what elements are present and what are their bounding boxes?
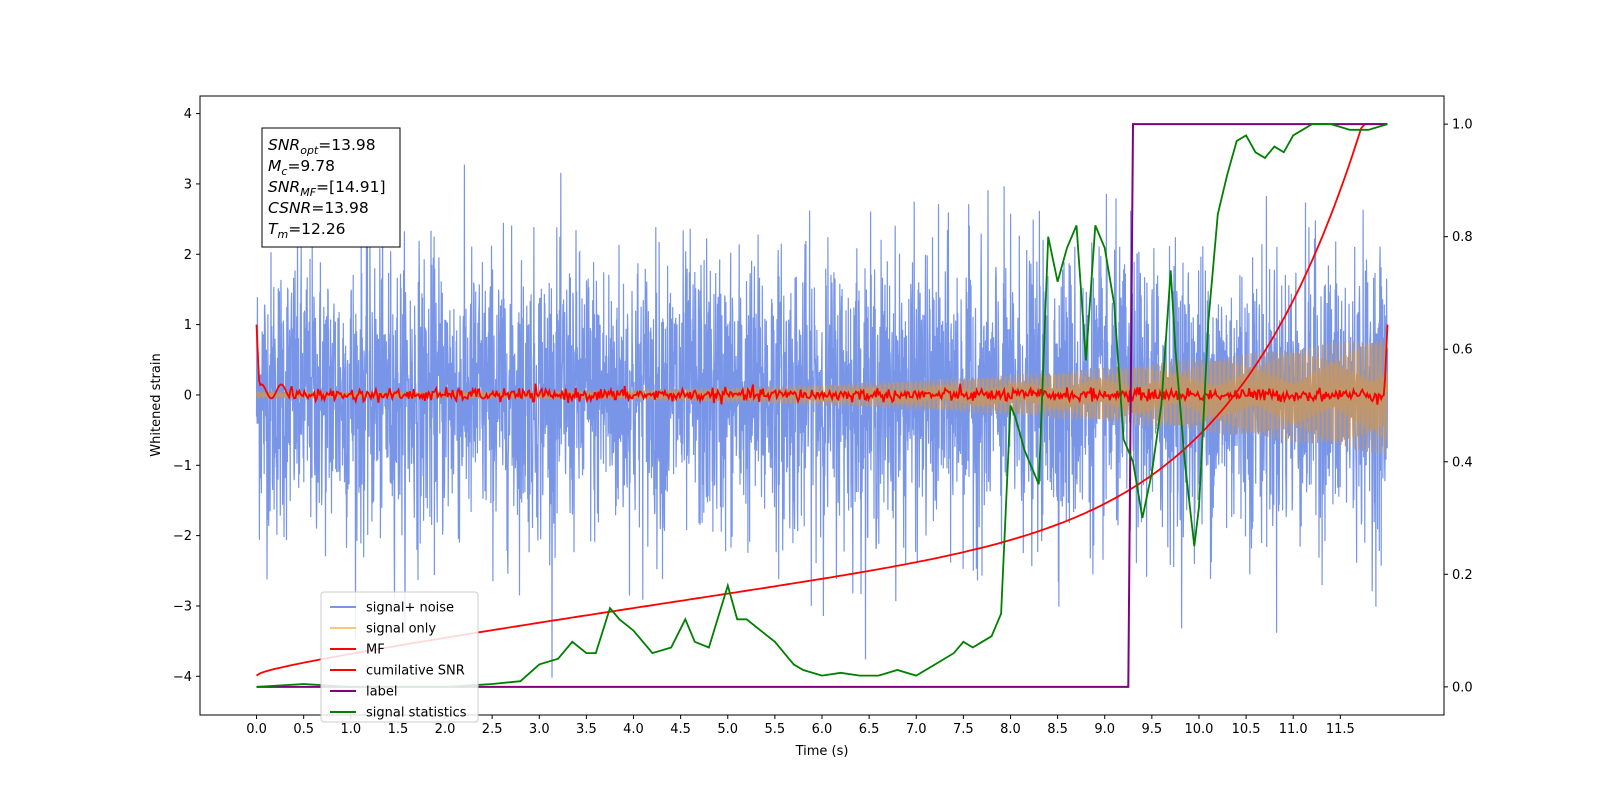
- y2-tick-label: 1.0: [1452, 118, 1473, 133]
- y-tick-label: 3: [184, 177, 192, 192]
- label-series: [256, 123, 1388, 688]
- y-tick-label: −1: [173, 459, 192, 474]
- annotation-line: CSNR=13.98: [268, 199, 369, 217]
- x-tick-label: 4.5: [670, 722, 691, 737]
- x-tick-label: 6.5: [859, 722, 880, 737]
- legend-label: signal+ noise: [366, 601, 454, 616]
- y-tick-label: 1: [184, 318, 192, 333]
- x-axis: 0.0 0.5 1.0 1.5 2.0 2.5 3.0 3.5 4.0 4.5 5.0 5.5 6.0 6…: [246, 715, 1355, 737]
- x-tick-label: 4.0: [623, 722, 644, 737]
- x-tick-label: 1.0: [340, 722, 361, 737]
- y2-tick-label: 0.6: [1452, 343, 1473, 358]
- x-tick-label: 10.5: [1232, 722, 1261, 737]
- legend-label: MF: [366, 643, 385, 658]
- x-tick-label: 5.0: [717, 722, 738, 737]
- x-tick-label: 0.5: [293, 722, 314, 737]
- x-tick-label: 1.5: [388, 722, 409, 737]
- y-tick-label: 4: [184, 107, 192, 122]
- y-tick-label: −3: [173, 599, 192, 614]
- x-tick-label: 8.5: [1047, 722, 1068, 737]
- x-tick-label: 11.5: [1326, 722, 1355, 737]
- legend: signal+ noise signal only MF cumilative SNR…: [320, 591, 479, 723]
- x-tick-label: 0.0: [246, 722, 267, 737]
- y-tick-label: −2: [173, 529, 192, 544]
- label-line: [256, 123, 1388, 688]
- y-axis-left: 4 3 2 1 0 −1 −2 −3 −4: [173, 107, 200, 685]
- y-tick-label: −4: [173, 670, 192, 685]
- signal-only-line: [255, 337, 1389, 454]
- legend-label: signal statistics: [366, 706, 467, 721]
- legend-label: signal only: [366, 622, 436, 637]
- annotation-line: SNRopt=13.98: [268, 136, 376, 157]
- annotation-line: Tm=12.26: [268, 220, 346, 241]
- annotation-line: Mc=9.78: [268, 157, 335, 178]
- x-tick-label: 3.0: [529, 722, 550, 737]
- legend-label: cumilative SNR: [366, 664, 465, 679]
- x-tick-label: 3.5: [576, 722, 597, 737]
- mf-series: [255, 324, 1389, 405]
- x-axis-label: Time (s): [795, 744, 849, 759]
- x-tick-label: 10.0: [1184, 722, 1213, 737]
- x-tick-label: 7.5: [953, 722, 974, 737]
- y-axis-label: Whitened strain: [149, 353, 164, 456]
- x-tick-label: 9.5: [1142, 722, 1163, 737]
- mf-line: [255, 324, 1389, 405]
- signal-statistics-series: [256, 123, 1388, 688]
- legend-label: label: [366, 685, 397, 700]
- y-tick-label: 2: [184, 248, 192, 263]
- y2-tick-label: 0.2: [1452, 568, 1473, 583]
- signal-statistics-line: [256, 123, 1388, 688]
- x-tick-label: 2.5: [482, 722, 503, 737]
- y-axis-right: 1.0 0.8 0.6 0.4 0.2 0.0: [1444, 118, 1473, 695]
- y-tick-label: 0: [184, 388, 192, 403]
- y2-tick-label: 0.8: [1452, 230, 1473, 245]
- annotation-line: SNRMF=[14.91]: [268, 178, 386, 199]
- x-tick-label: 5.5: [765, 722, 786, 737]
- y2-tick-label: 0.4: [1452, 455, 1473, 470]
- snr-annotation-box: SNRopt=13.98Mc=9.78SNRMF=[14.91]CSNR=13.…: [261, 127, 401, 248]
- x-tick-label: 7.0: [906, 722, 927, 737]
- x-tick-label: 9.0: [1094, 722, 1115, 737]
- x-tick-label: 11.0: [1279, 722, 1308, 737]
- y2-tick-label: 0.0: [1452, 680, 1473, 695]
- signal-only-series: [255, 337, 1389, 454]
- x-tick-label: 6.0: [812, 722, 833, 737]
- x-tick-label: 2.0: [435, 722, 456, 737]
- x-tick-label: 8.0: [1000, 722, 1021, 737]
